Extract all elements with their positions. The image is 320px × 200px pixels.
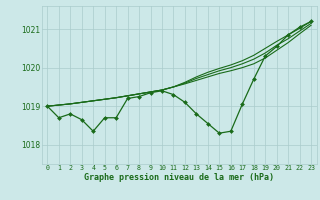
X-axis label: Graphe pression niveau de la mer (hPa): Graphe pression niveau de la mer (hPa)	[84, 172, 274, 182]
